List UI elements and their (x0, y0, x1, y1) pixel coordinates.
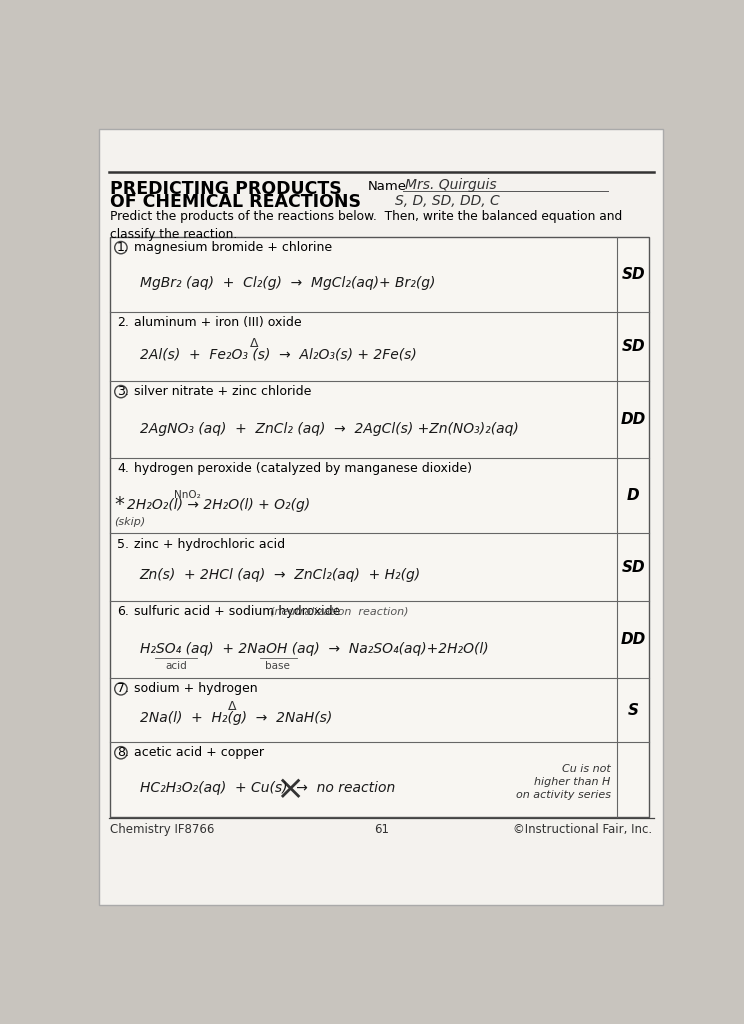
Text: acetic acid + copper: acetic acid + copper (134, 746, 264, 759)
Text: Cu is not
higher than H
on activity series: Cu is not higher than H on activity seri… (516, 764, 611, 800)
Text: PREDICTING PRODUCTS: PREDICTING PRODUCTS (110, 180, 341, 198)
Text: (neutralization  reaction): (neutralization reaction) (263, 607, 408, 616)
Text: 61: 61 (373, 823, 389, 836)
Text: magnesium bromide + chlorine: magnesium bromide + chlorine (134, 241, 333, 254)
Text: aluminum + iron (III) oxide: aluminum + iron (III) oxide (134, 315, 302, 329)
Text: MgBr₂ (aq)  +  Cl₂(g)  →  MgCl₂(aq)+ Br₂(g): MgBr₂ (aq) + Cl₂(g) → MgCl₂(aq)+ Br₂(g) (140, 276, 435, 290)
Text: 4.: 4. (117, 462, 129, 475)
Text: HC₂H₃O₂(aq)  + Cu(s)  →  no reaction: HC₂H₃O₂(aq) + Cu(s) → no reaction (140, 781, 395, 796)
Text: Mrs. Quirguis: Mrs. Quirguis (405, 177, 497, 191)
Text: S: S (628, 702, 638, 718)
Text: Chemistry IF8766: Chemistry IF8766 (110, 823, 214, 836)
Text: 2.: 2. (117, 315, 129, 329)
Text: H₂SO₄ (aq)  + 2NaOH (aq)  →  Na₂SO₄(aq)+2H₂O(l): H₂SO₄ (aq) + 2NaOH (aq) → Na₂SO₄(aq)+2H₂… (140, 642, 488, 655)
Text: OF CHEMICAL REACTIONS: OF CHEMICAL REACTIONS (110, 193, 361, 211)
Text: 5.: 5. (117, 538, 129, 551)
Text: S, D, SD, DD, C: S, D, SD, DD, C (395, 194, 500, 208)
Text: Δ: Δ (228, 700, 237, 714)
Text: *: * (114, 496, 124, 514)
Text: 2Na(l)  +  H₂(g)  →  2NaH(s): 2Na(l) + H₂(g) → 2NaH(s) (140, 711, 332, 725)
Text: 8.: 8. (117, 746, 129, 759)
Text: SD: SD (621, 339, 645, 353)
Text: sulfuric acid + sodium hydroxide: sulfuric acid + sodium hydroxide (134, 605, 341, 618)
Text: silver nitrate + zinc chloride: silver nitrate + zinc chloride (134, 385, 312, 398)
Text: 6.: 6. (117, 605, 129, 618)
Text: SD: SD (621, 266, 645, 282)
Text: SD: SD (621, 560, 645, 574)
Text: DD: DD (620, 412, 646, 427)
Text: Zn(s)  + 2HCl (aq)  →  ZnCl₂(aq)  + H₂(g): Zn(s) + 2HCl (aq) → ZnCl₂(aq) + H₂(g) (140, 568, 420, 583)
Text: NnO₂: NnO₂ (174, 489, 201, 500)
Text: D: D (627, 488, 640, 503)
Text: 2AgNO₃ (aq)  +  ZnCl₂ (aq)  →  2AgCl(s) +Zn(NO₃)₂(aq): 2AgNO₃ (aq) + ZnCl₂ (aq) → 2AgCl(s) +Zn(… (140, 422, 519, 435)
Text: 3.: 3. (117, 385, 129, 398)
Text: 1.: 1. (117, 241, 129, 254)
Text: zinc + hydrochloric acid: zinc + hydrochloric acid (134, 538, 285, 551)
Bar (110, 237, 650, 817)
Text: 7.: 7. (117, 682, 129, 695)
Text: ©Instructional Fair, Inc.: ©Instructional Fair, Inc. (513, 823, 652, 836)
Text: base: base (265, 662, 290, 671)
Text: 2H₂O₂(l) → 2H₂O(l) + O₂(g): 2H₂O₂(l) → 2H₂O(l) + O₂(g) (127, 498, 310, 512)
Text: DD: DD (620, 632, 646, 647)
Text: (skip): (skip) (114, 517, 145, 527)
Text: sodium + hydrogen: sodium + hydrogen (134, 682, 257, 695)
Text: Name: Name (368, 180, 407, 193)
Text: Δ: Δ (250, 337, 258, 350)
Text: 2Al(s)  +  Fe₂O₃ (s)  →  Al₂O₃(s) + 2Fe(s): 2Al(s) + Fe₂O₃ (s) → Al₂O₃(s) + 2Fe(s) (140, 347, 416, 361)
Text: acid: acid (165, 662, 187, 671)
Text: Predict the products of the reactions below.  Then, write the balanced equation : Predict the products of the reactions be… (110, 210, 622, 241)
Text: hydrogen peroxide (catalyzed by manganese dioxide): hydrogen peroxide (catalyzed by manganes… (134, 462, 472, 475)
